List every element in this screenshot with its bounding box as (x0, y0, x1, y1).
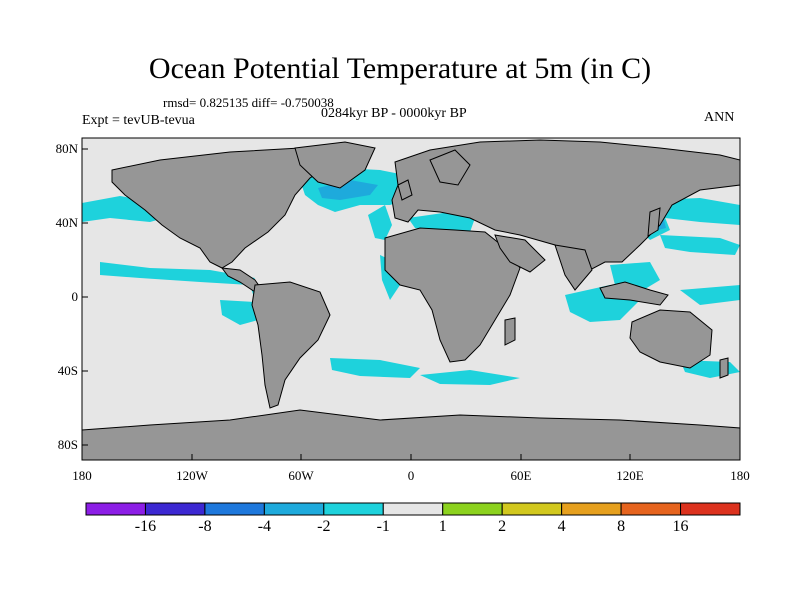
colorbar-swatch (680, 502, 741, 516)
lat-label-80n: 80N (55, 141, 78, 156)
colorbar-label: -2 (317, 518, 331, 535)
map-title: Ocean Potential Temperature at 5m (in C) (148, 52, 652, 85)
colorbar-swatch (442, 502, 503, 516)
south-pacific-anomaly (220, 300, 258, 325)
colorbar-label: -8 (198, 518, 212, 535)
stats-text: rmsd= 0.825135 diff= -0.750038 (163, 95, 334, 110)
south-atlantic-anomaly (330, 358, 420, 378)
season-label: ANN (704, 110, 735, 125)
indonesia (599, 281, 669, 306)
colorbar (85, 502, 741, 516)
lon-label-180e: 180 (730, 468, 750, 483)
colorbar-swatch (263, 502, 325, 516)
colorbar-swatch (85, 502, 146, 516)
africa (384, 227, 521, 363)
colorbar-label: 2 (498, 518, 507, 535)
colorbar-swatch (323, 502, 384, 516)
australia (629, 309, 713, 369)
colorbar-label: -1 (376, 518, 390, 535)
colorbar-label: 4 (557, 518, 566, 535)
arabia (494, 234, 546, 273)
east-atlantic-anomaly (368, 205, 392, 240)
land-layer (81, 139, 741, 461)
uk (397, 179, 413, 201)
colorbar-swatch (144, 502, 206, 516)
south-america (251, 281, 331, 409)
lon-label-120e: 120E (616, 468, 644, 483)
lon-label-60e: 60E (510, 468, 532, 483)
lon-label-120w: 120W (176, 468, 208, 483)
scandinavia (429, 149, 471, 186)
lat-label-40n: 40N (55, 215, 78, 230)
new-zealand (719, 357, 729, 379)
eurasia (391, 139, 741, 271)
colorbar-label: 16 (672, 518, 689, 535)
lat-label-80s: 80S (57, 437, 78, 452)
colorbar-swatch (620, 502, 682, 516)
east-pacific-anomaly (680, 285, 740, 305)
period-text: 0284kyr BP - 0000kyr BP (321, 106, 467, 121)
japan (647, 207, 661, 237)
experiment-label: Expt = tevUB-tevua (82, 113, 195, 128)
colorbar-swatch (561, 502, 622, 516)
tick-marks (81, 148, 741, 460)
lat-label-40s: 40S (57, 363, 78, 378)
madagascar (504, 317, 516, 346)
west-pacific-anomaly (660, 235, 740, 255)
southern-ocean-anomaly (420, 370, 520, 385)
colorbar-label: -16 (134, 518, 157, 535)
india (554, 244, 593, 291)
colorbar-swatch (204, 502, 265, 516)
greenland (294, 141, 376, 189)
colorbar-label: 1 (438, 518, 447, 535)
colorbar-label: -4 (257, 518, 272, 535)
lat-label-0: 0 (71, 289, 79, 304)
colorbar-swatch (382, 502, 444, 516)
tropical-pacific-anomaly (100, 262, 255, 285)
colorbar-label: 8 (617, 518, 626, 535)
lon-label-0: 0 (407, 468, 415, 483)
lon-label-60w: 60W (288, 468, 314, 483)
colorbar-swatch (501, 502, 563, 516)
mediterranean-anomaly (408, 212, 475, 232)
lon-label-180w: 180 (72, 468, 92, 483)
